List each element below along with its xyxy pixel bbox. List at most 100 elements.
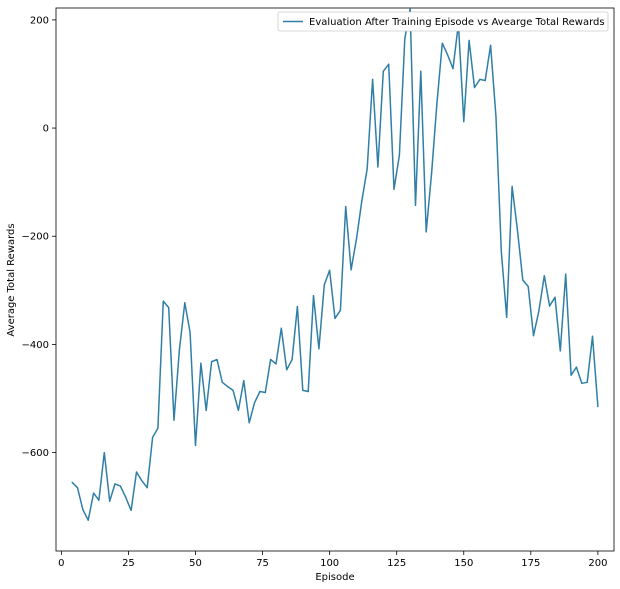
- data-point: [516, 229, 519, 231]
- data-point: [280, 327, 282, 329]
- data-point: [329, 269, 331, 271]
- x-tick-label: 100: [320, 558, 339, 569]
- data-point: [527, 285, 529, 288]
- data-point: [275, 363, 277, 365]
- data-point: [345, 205, 347, 208]
- data-point: [377, 166, 379, 168]
- data-point: [194, 444, 197, 447]
- data-point: [586, 381, 588, 383]
- x-tick-label: 200: [588, 558, 607, 569]
- legend: Evaluation After Training Episode vs Ave…: [277, 11, 609, 32]
- data-point: [543, 275, 545, 277]
- y-axis-label: Average Total Rewards: [6, 223, 17, 336]
- data-point: [302, 389, 304, 391]
- data-point: [581, 382, 583, 384]
- legend-box: [277, 11, 609, 32]
- data-point: [76, 487, 79, 489]
- data-point: [216, 358, 218, 361]
- data-point: [511, 185, 513, 188]
- data-point: [339, 309, 341, 311]
- data-point: [270, 358, 272, 361]
- data-point: [243, 380, 245, 382]
- data-point: [162, 300, 164, 302]
- data-point: [447, 54, 449, 56]
- x-tick-label: 0: [58, 558, 64, 569]
- x-axis-label: Episode: [315, 572, 354, 583]
- data-point: [452, 68, 454, 70]
- data-point: [291, 358, 293, 361]
- x-axis: 0 25 50 75 100 125 150 175 200: [58, 551, 607, 569]
- data-point: [82, 508, 84, 510]
- data-point: [98, 499, 100, 501]
- data-point: [119, 485, 121, 487]
- data-point: [264, 391, 266, 394]
- data-point: [538, 310, 540, 312]
- data-point: [152, 436, 154, 438]
- data-point: [597, 406, 599, 408]
- data-point: [237, 409, 239, 411]
- data-point: [103, 452, 105, 454]
- data-point: [173, 419, 175, 421]
- x-tick-label: 175: [521, 558, 540, 569]
- data-point: [130, 509, 132, 511]
- y-tick-label: 0: [43, 124, 49, 135]
- legend-entry: Evaluation After Training Episode vs Ave…: [309, 17, 605, 28]
- data-point: [350, 269, 352, 271]
- data-point: [157, 427, 159, 429]
- x-tick-label: 25: [122, 558, 135, 569]
- data-point: [205, 409, 207, 411]
- data-point: [591, 335, 594, 337]
- data-point: [549, 305, 551, 307]
- data-point: [382, 70, 384, 72]
- data-point: [570, 374, 572, 376]
- data-point: [420, 70, 422, 72]
- data-point: [468, 39, 470, 42]
- data-point: [125, 496, 127, 499]
- data-point: [93, 492, 95, 494]
- data-point: [484, 79, 486, 82]
- data-point: [189, 331, 191, 334]
- data-point: [200, 362, 202, 364]
- data-point: [312, 295, 315, 297]
- x-tick-label: 75: [256, 558, 269, 569]
- plot-frame: [55, 7, 615, 552]
- x-tick-label: 150: [454, 558, 473, 569]
- data-point: [87, 519, 89, 521]
- data-point: [398, 154, 400, 156]
- data-point: [522, 279, 524, 281]
- data-point: [436, 103, 438, 105]
- data-point: [575, 366, 578, 368]
- data-point: [463, 121, 465, 123]
- data-point: [431, 172, 433, 174]
- data-point: [168, 307, 170, 309]
- data-point: [178, 349, 180, 351]
- data-point: [559, 350, 561, 352]
- plot-area: [56, 8, 614, 551]
- data-point: [414, 204, 417, 206]
- data-point: [227, 386, 229, 388]
- data-point: [253, 402, 256, 404]
- data-point: [109, 500, 111, 502]
- data-point: [211, 361, 213, 363]
- data-point: [388, 63, 390, 65]
- data-point: [296, 305, 298, 308]
- data-point: [532, 335, 535, 337]
- y-tick-label: −600: [22, 448, 49, 459]
- data-point: [500, 250, 502, 252]
- data-point: [221, 381, 223, 383]
- data-point: [259, 390, 261, 393]
- data-point: [141, 480, 143, 482]
- data-point: [425, 231, 427, 233]
- data-point: [71, 481, 73, 483]
- data-point: [146, 487, 148, 489]
- x-tick-label: 125: [387, 558, 406, 569]
- data-point: [318, 348, 320, 350]
- data-point: [232, 389, 234, 391]
- data-point: [184, 302, 186, 304]
- y-tick-label: 200: [30, 15, 49, 26]
- data-point: [361, 200, 363, 202]
- data-point: [323, 284, 325, 286]
- data-point: [366, 168, 368, 170]
- data-point: [286, 369, 288, 371]
